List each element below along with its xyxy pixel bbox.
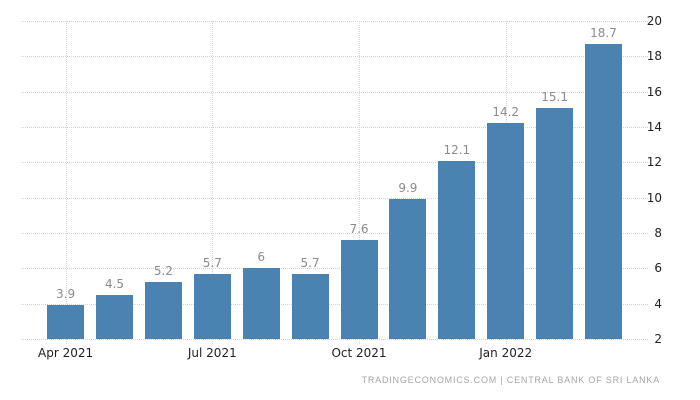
gridline-h [21, 268, 648, 270]
y-tick-label: 2 [654, 332, 662, 346]
gridline-v [65, 21, 67, 344]
bar-value-label: 18.7 [590, 25, 617, 40]
bar-value-label: 5.7 [300, 255, 320, 270]
y-tick-label: 14 [646, 120, 662, 134]
bar[interactable] [96, 294, 133, 339]
y-tick-label: 18 [646, 49, 662, 64]
gridline-v [212, 21, 214, 344]
bar[interactable] [536, 107, 574, 339]
attribution-text: TRADINGECONOMICS.COM | CENTRAL BANK OF S… [361, 375, 660, 385]
y-tick-label: 20 [646, 14, 662, 28]
gridline-h [21, 56, 648, 58]
gridline-h [21, 91, 648, 93]
bar[interactable] [340, 240, 378, 339]
bar[interactable] [47, 305, 85, 339]
bar-value-label: 12.1 [443, 142, 471, 157]
plot-area: 3.9 4.5 5.2 5.7 6 5.7 7.6 9.9 12.1 14.2 15.1 18.7 [21, 21, 648, 344]
bar[interactable] [242, 268, 280, 339]
gridline-v [359, 21, 360, 344]
x-tick-label: Jul 2021 [187, 346, 237, 360]
bar[interactable] [487, 123, 525, 339]
bar-value-label: 5.7 [202, 255, 222, 270]
y-tick-label: 12 [646, 155, 662, 170]
x-tick-label: Oct 2021 [331, 346, 387, 360]
bar[interactable] [438, 160, 476, 339]
bar[interactable] [291, 273, 329, 339]
bar[interactable] [193, 273, 231, 339]
bar[interactable] [585, 43, 622, 339]
bar-value-label: 6 [257, 250, 265, 265]
y-tick-label: 8 [654, 226, 662, 240]
y-tick-label: 4 [654, 296, 662, 311]
gridline-h [21, 127, 648, 128]
bar-value-label: 15.1 [541, 89, 568, 104]
x-tick-label: Jan 2022 [479, 346, 533, 360]
gridline-h [21, 233, 648, 234]
gridline-h [21, 162, 648, 164]
bar[interactable] [389, 199, 427, 339]
bar[interactable] [144, 282, 182, 339]
bar-value-label: 9.9 [398, 181, 418, 196]
gridline-h [21, 339, 648, 340]
y-tick-label: 16 [646, 84, 662, 99]
y-tick-label: 6 [654, 261, 662, 276]
gridline-h [21, 21, 648, 22]
bar-value-label: 7.6 [349, 222, 369, 237]
y-tick-label: 10 [646, 190, 662, 205]
gridline-h [21, 197, 648, 199]
gridline-h [21, 303, 648, 305]
x-tick-label: Apr 2021 [38, 346, 94, 360]
bar-value-label: 3.9 [56, 287, 76, 302]
bar-value-label: 14.2 [492, 105, 520, 120]
bar-value-label: 4.5 [104, 276, 125, 291]
bar-value-label: 5.2 [153, 264, 173, 279]
